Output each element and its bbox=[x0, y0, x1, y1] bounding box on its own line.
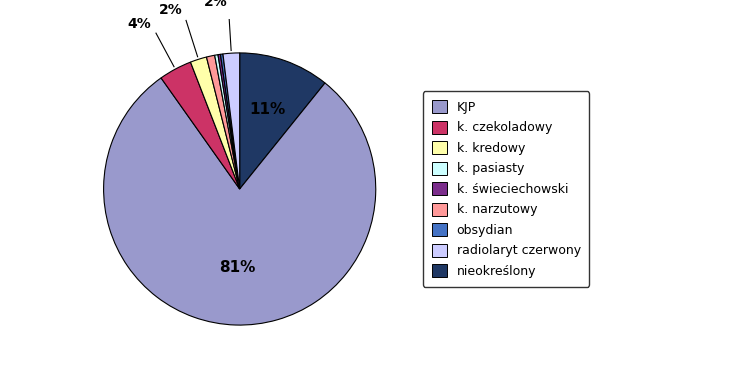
Text: 2%: 2% bbox=[159, 3, 183, 17]
Wedge shape bbox=[220, 54, 240, 189]
Wedge shape bbox=[103, 78, 376, 325]
Text: 4%: 4% bbox=[127, 17, 151, 31]
Wedge shape bbox=[207, 55, 240, 189]
Legend: KJP, k. czekoladowy, k. kredowy, k. pasiasty, k. świeciechowski, k. narzutowy, o: KJP, k. czekoladowy, k. kredowy, k. pasi… bbox=[423, 91, 589, 287]
Wedge shape bbox=[215, 55, 240, 189]
Wedge shape bbox=[161, 62, 240, 189]
Wedge shape bbox=[190, 57, 240, 189]
Text: 2%: 2% bbox=[204, 0, 228, 9]
Wedge shape bbox=[218, 54, 240, 189]
Wedge shape bbox=[223, 53, 240, 189]
Text: 81%: 81% bbox=[219, 260, 255, 276]
Text: 11%: 11% bbox=[249, 102, 286, 117]
Wedge shape bbox=[240, 53, 325, 189]
